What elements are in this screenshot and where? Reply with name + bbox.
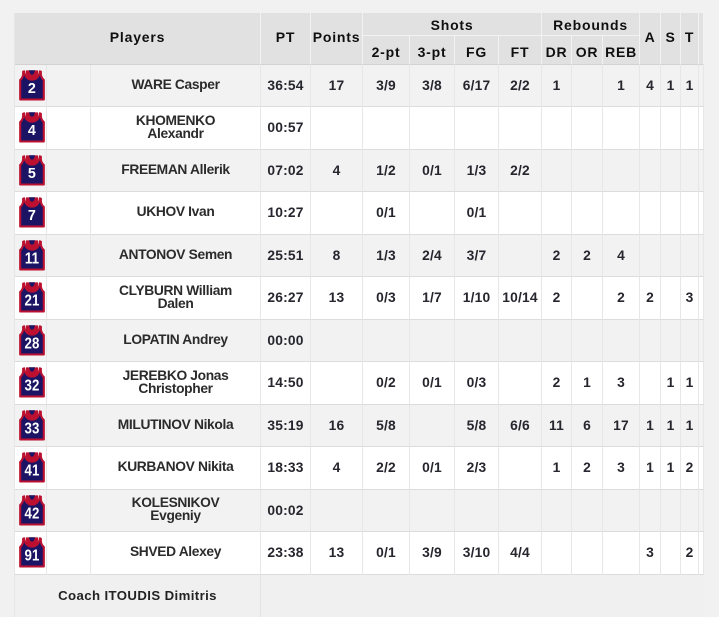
svg-text:2: 2	[28, 81, 36, 97]
svg-text:11: 11	[25, 250, 39, 267]
svg-text:7: 7	[28, 208, 36, 224]
svg-text:91: 91	[24, 548, 39, 565]
svg-text:41: 41	[24, 463, 39, 480]
svg-text:42: 42	[24, 505, 39, 522]
svg-text:4: 4	[28, 123, 36, 139]
svg-text:21: 21	[24, 293, 39, 310]
svg-text:33: 33	[24, 420, 39, 437]
svg-text:32: 32	[24, 378, 39, 395]
svg-text:28: 28	[24, 335, 39, 352]
svg-text:5: 5	[28, 166, 36, 182]
